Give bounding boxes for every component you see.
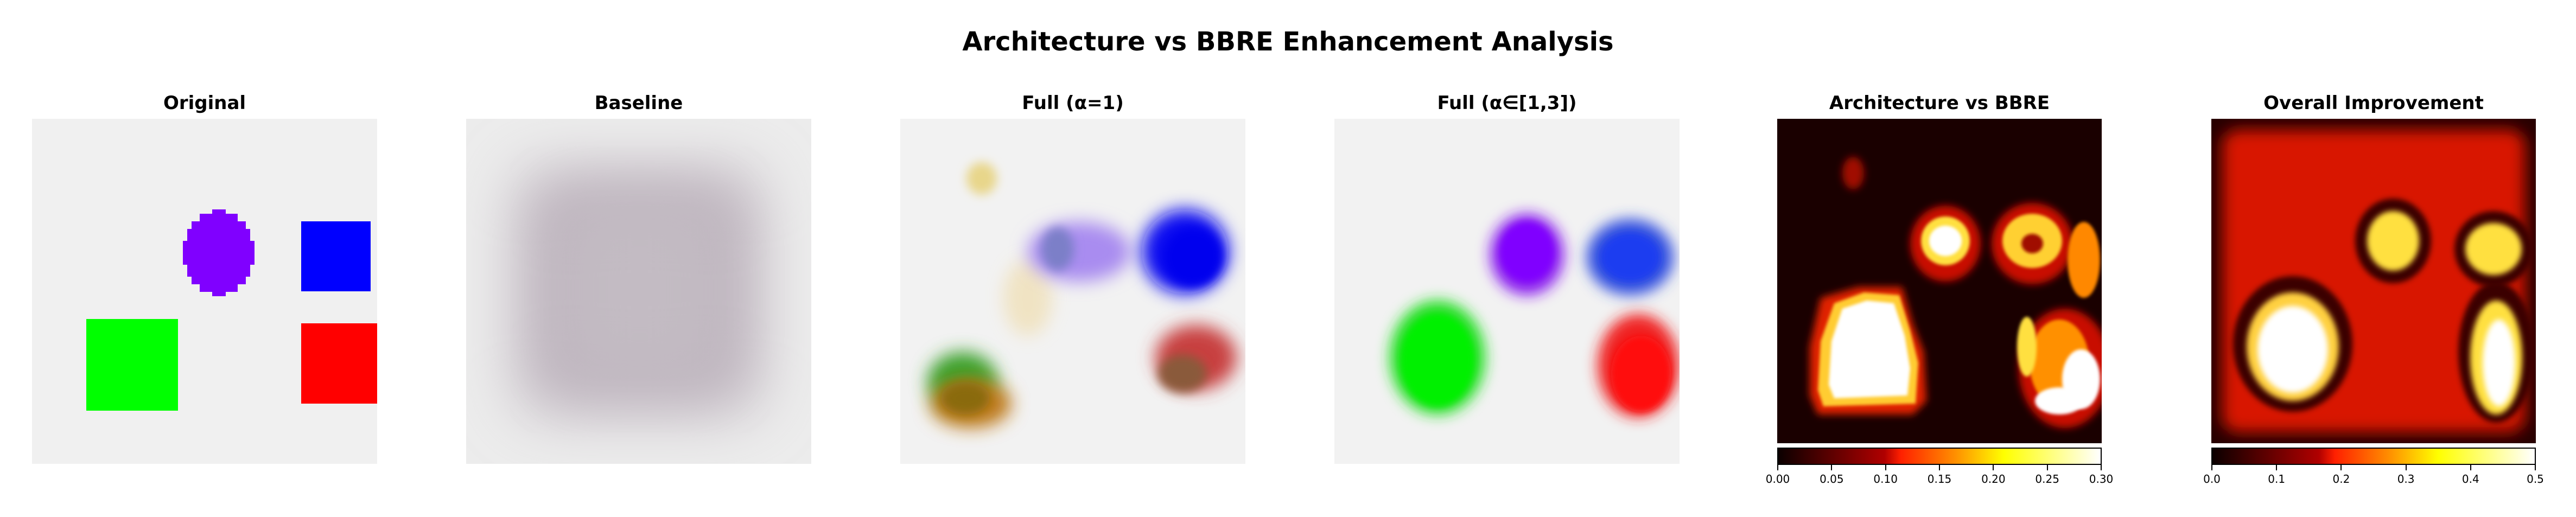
overall-improvement-colorbar-tick-mark	[2340, 465, 2342, 470]
panel-title-full-alpha-1: Full (α=1)	[1022, 92, 1124, 114]
arch-vs-bbre-colorbar-tick-mark	[1993, 465, 1994, 470]
arch-vs-bbre-colorbar-tick-label: 0.25	[2035, 473, 2059, 486]
overall-improvement-colorbar	[2211, 448, 2536, 465]
figure-title: Architecture vs BBRE Enhancement Analysi…	[962, 27, 1614, 57]
overall-improvement-colorbar-tick-mark	[2470, 465, 2471, 470]
overall-improvement-colorbar-tick-label: 0.1	[2268, 473, 2286, 486]
original-image	[32, 119, 377, 464]
panel-title-full-alpha-range: Full (α∈[1,3])	[1437, 92, 1577, 114]
arch-vs-bbre-colorbar-tick-label: 0.10	[1873, 473, 1898, 486]
arch-vs-bbre-colorbar-tick-label: 0.20	[1981, 473, 2006, 486]
green-square-shape	[86, 319, 178, 411]
overall-improvement-colorbar-tick-mark	[2535, 465, 2536, 470]
overall-improvement-colorbar-tick-mark	[2211, 465, 2212, 470]
full-alpha-range-image	[1334, 119, 1680, 464]
arch-vs-bbre-colorbar-tick-mark	[2046, 465, 2048, 470]
red-square-shape	[301, 323, 377, 404]
overall-improvement-colorbar-tick-label: 0.0	[2203, 473, 2221, 486]
baseline-image	[466, 119, 811, 464]
overall-improvement-colorbar-tick-label: 0.4	[2461, 473, 2479, 486]
purple-circle-shape	[183, 209, 255, 296]
arch-vs-bbre-colorbar-tick-mark	[1777, 465, 1778, 470]
blue-square-shape	[301, 221, 371, 291]
panel-title-original: Original	[163, 92, 246, 114]
overall-improvement-colorbar-tick-mark	[2276, 465, 2278, 470]
arch-vs-bbre-heatmap	[1777, 119, 2102, 443]
overall-improvement-colorbar-tick-label: 0.2	[2332, 473, 2350, 486]
full-alpha-1-image	[900, 119, 1245, 464]
arch-vs-bbre-colorbar-tick-label: 0.15	[1927, 473, 1952, 486]
arch-vs-bbre-colorbar-tick-mark	[1885, 465, 1886, 470]
overall-improvement-colorbar-tick-label: 0.3	[2397, 473, 2415, 486]
arch-vs-bbre-colorbar-tick-label: 0.30	[2089, 473, 2114, 486]
panel-title-baseline: Baseline	[594, 92, 683, 114]
arch-vs-bbre-colorbar	[1777, 448, 2102, 465]
arch-vs-bbre-colorbar-tick-mark	[2101, 465, 2102, 470]
overall-improvement-heatmap	[2211, 119, 2536, 443]
arch-vs-bbre-colorbar-tick-label: 0.05	[1820, 473, 1844, 486]
panel-title-overall-improvement: Overall Improvement	[2263, 92, 2484, 114]
overall-improvement-colorbar-tick-label: 0.5	[2527, 473, 2544, 486]
arch-vs-bbre-colorbar-tick-mark	[1831, 465, 1833, 470]
overall-improvement-colorbar-tick-mark	[2405, 465, 2407, 470]
arch-vs-bbre-colorbar-tick-mark	[1939, 465, 1940, 470]
arch-vs-bbre-colorbar-tick-label: 0.00	[1765, 473, 1790, 486]
panel-title-arch-vs-bbre: Architecture vs BBRE	[1829, 92, 2050, 114]
